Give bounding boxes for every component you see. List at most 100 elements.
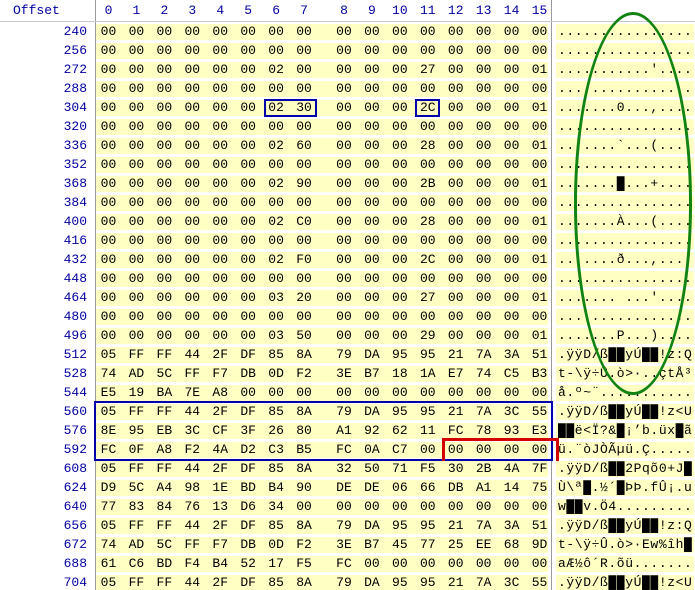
hex-byte[interactable]: FF <box>128 517 145 533</box>
hex-byte[interactable]: 00 <box>268 270 284 286</box>
hex-byte[interactable]: 00 <box>447 289 464 305</box>
hex-byte[interactable]: 00 <box>240 308 256 324</box>
hex-byte[interactable]: 00 <box>100 118 117 134</box>
hex-bytes[interactable]: 00 00 00 00 00 00 00 00 00 00 00 00 00 00 00 00 <box>96 232 548 249</box>
hex-byte[interactable]: 00 <box>128 23 145 39</box>
hex-byte[interactable]: 00 <box>212 137 229 153</box>
ascii-text[interactable]: ................ <box>556 194 695 211</box>
hex-byte[interactable]: 00 <box>392 289 408 305</box>
hex-byte[interactable]: 00 <box>336 384 352 400</box>
hex-bytes[interactable]: 00 00 00 00 00 00 00 00 00 00 00 00 00 00 00 00 <box>96 42 548 59</box>
hex-bytes[interactable]: 00 00 00 00 00 00 00 00 00 00 00 00 00 00 00 00 <box>96 156 548 173</box>
hex-byte[interactable]: 00 <box>447 61 464 77</box>
hex-byte[interactable]: 00 <box>296 308 312 324</box>
hex-byte[interactable]: 7E <box>184 384 201 400</box>
hex-byte[interactable]: 00 <box>212 194 229 210</box>
hex-byte[interactable]: 00 <box>392 555 408 571</box>
hex-byte[interactable]: 00 <box>503 308 520 324</box>
hex-byte[interactable]: 00 <box>336 42 352 58</box>
hex-byte[interactable]: 00 <box>503 384 520 400</box>
hex-byte[interactable]: 00 <box>447 42 464 58</box>
hex-byte[interactable]: 27 <box>419 61 436 77</box>
hex-byte[interactable]: 00 <box>419 384 436 400</box>
hex-byte[interactable]: 00 <box>503 156 520 172</box>
hex-byte[interactable]: 00 <box>128 289 145 305</box>
hex-byte[interactable]: 00 <box>240 156 256 172</box>
hex-byte[interactable]: 28 <box>419 213 436 229</box>
hex-byte[interactable]: 00 <box>531 270 548 286</box>
hex-byte[interactable]: 79 <box>336 403 352 419</box>
hex-byte[interactable]: 85 <box>268 574 284 590</box>
hex-byte[interactable]: 00 <box>364 99 380 115</box>
hex-byte[interactable]: 00 <box>184 99 201 115</box>
hex-byte[interactable]: FF <box>156 403 173 419</box>
hex-byte[interactable]: 00 <box>336 327 352 343</box>
hex-byte[interactable]: 00 <box>184 289 201 305</box>
hex-byte[interactable]: 05 <box>100 403 117 419</box>
hex-byte[interactable]: 00 <box>128 232 145 248</box>
hex-byte[interactable]: 62 <box>392 422 408 438</box>
hex-byte[interactable]: 00 <box>503 137 520 153</box>
hex-byte[interactable]: 9D <box>531 536 548 552</box>
hex-byte[interactable]: 85 <box>268 346 284 362</box>
hex-byte[interactable]: 00 <box>531 441 548 457</box>
ascii-text[interactable]: ü.¨òJÒÃµü.Ç..... <box>556 441 695 458</box>
hex-byte[interactable]: 00 <box>128 327 145 343</box>
hex-byte[interactable]: 00 <box>100 232 117 248</box>
hex-bytes[interactable]: 00 00 00 00 00 00 02 90 00 00 00 2B 00 00 00 01 <box>96 175 548 192</box>
hex-byte[interactable]: 00 <box>240 61 256 77</box>
hex-byte[interactable]: 3A <box>503 346 520 362</box>
hex-byte[interactable]: 00 <box>447 384 464 400</box>
hex-byte[interactable]: 00 <box>447 555 464 571</box>
hex-byte[interactable]: FC <box>447 422 464 438</box>
hex-byte[interactable]: B5 <box>296 441 312 457</box>
hex-bytes[interactable]: D9 5C A4 98 1E BD B4 90 DE DE 06 66 DB A1 14 75 <box>96 479 548 496</box>
hex-byte[interactable]: 00 <box>475 308 492 324</box>
hex-byte[interactable]: B4 <box>212 555 229 571</box>
hex-byte[interactable]: 00 <box>296 232 312 248</box>
hex-byte[interactable]: A4 <box>156 479 173 495</box>
hex-byte[interactable]: 00 <box>503 251 520 267</box>
hex-bytes[interactable]: 05 FF FF 44 2F DF 85 8A 79 DA 95 95 21 7A 3A 51 <box>96 517 548 534</box>
hex-byte[interactable]: 00 <box>100 61 117 77</box>
hex-byte[interactable]: 00 <box>100 270 117 286</box>
hex-byte[interactable]: 00 <box>336 270 352 286</box>
hex-byte[interactable]: 00 <box>392 213 408 229</box>
hex-byte[interactable]: 00 <box>531 232 548 248</box>
ascii-text[interactable]: ...........'.... <box>556 61 695 78</box>
hex-bytes[interactable]: 77 83 84 76 13 D6 34 00 00 00 00 00 00 00 00 00 <box>96 498 548 515</box>
hex-bytes[interactable]: 00 00 00 00 00 00 02 F0 00 00 00 2C 00 00 00 01 <box>96 251 548 268</box>
hex-byte[interactable]: 00 <box>392 156 408 172</box>
hex-bytes[interactable]: 74 AD 5C FF F7 DB 0D F2 3E B7 45 77 25 EE 68 9D <box>96 536 548 553</box>
hex-byte[interactable]: 83 <box>128 498 145 514</box>
hex-byte[interactable]: 00 <box>503 118 520 134</box>
hex-byte[interactable]: 0A <box>364 441 380 457</box>
hex-byte[interactable]: AD <box>128 365 145 381</box>
hex-byte[interactable]: 00 <box>531 156 548 172</box>
hex-byte[interactable]: 00 <box>447 232 464 248</box>
ascii-text[interactable]: ................ <box>556 308 695 325</box>
hex-byte[interactable]: 51 <box>531 346 548 362</box>
hex-byte[interactable]: 00 <box>212 42 229 58</box>
ascii-text[interactable]: ....... ...'.... <box>556 289 695 306</box>
hex-byte[interactable]: 00 <box>268 194 284 210</box>
hex-byte[interactable]: 44 <box>184 574 201 590</box>
hex-byte[interactable]: 00 <box>336 118 352 134</box>
hex-byte[interactable]: 00 <box>128 42 145 58</box>
hex-byte[interactable]: 61 <box>100 555 117 571</box>
hex-byte[interactable]: 00 <box>128 99 145 115</box>
hex-byte[interactable]: 00 <box>531 308 548 324</box>
ascii-text[interactable]: ................ <box>556 156 695 173</box>
hex-byte[interactable]: 00 <box>156 156 173 172</box>
hex-byte[interactable]: 00 <box>447 156 464 172</box>
hex-byte[interactable]: 50 <box>296 327 312 343</box>
hex-byte[interactable]: 00 <box>184 327 201 343</box>
hex-byte[interactable]: 00 <box>447 327 464 343</box>
hex-byte[interactable]: 00 <box>240 327 256 343</box>
hex-byte[interactable]: F5 <box>419 460 436 476</box>
hex-byte[interactable]: 95 <box>419 517 436 533</box>
hex-byte[interactable]: 00 <box>475 137 492 153</box>
hex-byte[interactable]: 00 <box>336 213 352 229</box>
hex-byte[interactable]: 50 <box>364 460 380 476</box>
ascii-text[interactable]: .......█...+.... <box>556 175 695 192</box>
